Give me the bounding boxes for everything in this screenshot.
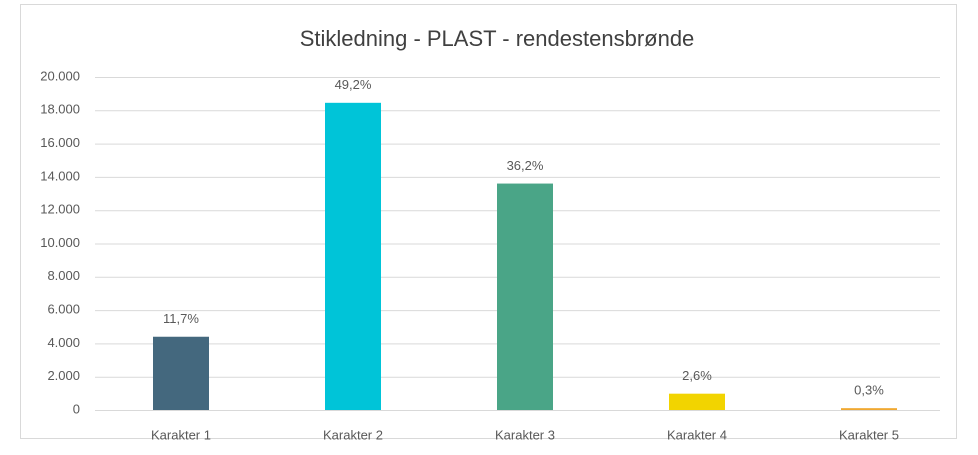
bar — [841, 408, 897, 410]
x-tick-label: Karakter 5 — [839, 427, 899, 442]
data-label: 2,6% — [682, 368, 712, 383]
y-tick-label: 12.000 — [40, 202, 80, 217]
y-tick-label: 16.000 — [40, 135, 80, 150]
y-tick-label: 8.000 — [47, 268, 80, 283]
x-tick-label: Karakter 2 — [323, 427, 383, 442]
y-tick-label: 14.000 — [40, 168, 80, 183]
y-tick-label: 18.000 — [40, 102, 80, 117]
y-tick-label: 6.000 — [47, 302, 80, 317]
y-tick-label: 10.000 — [40, 235, 80, 250]
y-tick-label: 4.000 — [47, 335, 80, 350]
y-tick-label: 2.000 — [47, 368, 80, 383]
data-label: 0,3% — [854, 383, 884, 398]
data-label: 49,2% — [335, 77, 372, 92]
x-tick-label: Karakter 1 — [151, 427, 211, 442]
bar — [153, 336, 209, 410]
data-label: 36,2% — [507, 158, 544, 173]
bar — [497, 183, 553, 410]
x-tick-label: Karakter 4 — [667, 427, 727, 442]
data-label: 11,7% — [163, 311, 199, 326]
y-tick-label: 0 — [73, 401, 80, 416]
y-tick-label: 20.000 — [40, 68, 80, 83]
chart-title: Stikledning - PLAST - rendestensbrønde — [300, 26, 695, 51]
bar — [669, 393, 725, 410]
x-tick-label: Karakter 3 — [495, 427, 555, 442]
bar — [325, 102, 381, 411]
